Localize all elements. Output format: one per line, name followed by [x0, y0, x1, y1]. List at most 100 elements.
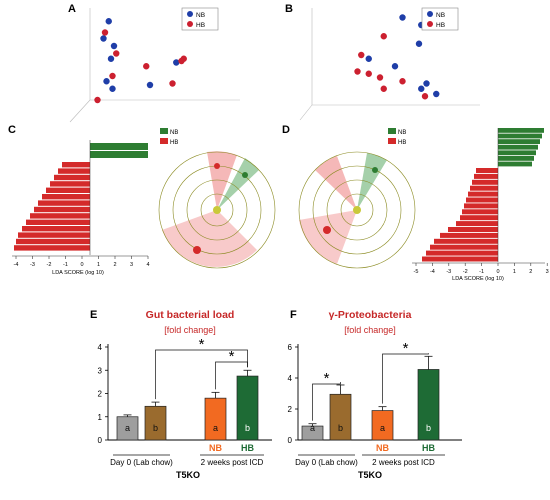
lda-bar-nb — [498, 139, 540, 144]
panel-b-pcoa: NB HB — [299, 7, 480, 121]
lda-bar-nb — [498, 128, 544, 133]
scatter-point-hb — [358, 51, 365, 59]
lda-bar-hb — [462, 209, 498, 215]
scatter-point-nb — [415, 40, 423, 47]
lda-bar-hb — [16, 238, 90, 245]
clade-node-nb — [242, 172, 248, 178]
scatter-point-nb — [391, 63, 399, 70]
scatter-point-hb — [354, 68, 361, 75]
scatter-point-hb — [421, 93, 429, 100]
group-label: 2 weeks post ICD — [201, 458, 264, 467]
lda-bar-hb — [42, 194, 90, 200]
panel-label-d: D — [282, 124, 290, 136]
lda-tick-label: 0 — [496, 269, 499, 275]
bar-letter: a — [125, 423, 130, 433]
bar — [204, 397, 227, 441]
legend-hb-label: HB — [170, 140, 178, 146]
bar-letter: b — [338, 423, 343, 433]
group-label: 2 weeks post ICD — [372, 458, 435, 467]
group-label: Day 0 (Lab chow) — [295, 458, 358, 467]
bar-letter: b — [245, 423, 250, 433]
lda-bar-hb — [426, 250, 498, 256]
scatter-point-hb — [101, 29, 109, 36]
chart-title-e: Gut bacterial load — [146, 309, 235, 321]
panel-label-c: C — [8, 124, 16, 136]
lda-tick-label: -4 — [430, 269, 435, 275]
scatter-point-hb — [178, 57, 185, 65]
scatter-point-nb — [105, 18, 112, 25]
legend-nb-label: NB — [170, 130, 178, 136]
lda-tick-label: 1 — [97, 262, 100, 268]
lda-bar-hb — [50, 181, 90, 187]
lda-bar-hb — [474, 173, 498, 179]
scatter-point-nb — [103, 78, 110, 85]
lda-bar-hb — [14, 245, 90, 251]
y-tick-label: 0 — [288, 436, 293, 445]
clade-node-nb — [372, 167, 378, 173]
significance-star: * — [403, 340, 409, 357]
lda-bar-hb — [440, 232, 498, 238]
bar-label: HB — [241, 443, 254, 453]
bar — [329, 393, 352, 441]
clade-ring — [340, 193, 374, 227]
lda-bar-hb — [422, 256, 498, 262]
scatter-point-nb — [107, 55, 115, 62]
significance-star: * — [199, 336, 205, 353]
y-tick-label: 2 — [288, 405, 293, 414]
scatter-point-hb — [380, 85, 387, 92]
lda-tick-label: -2 — [47, 262, 52, 268]
lda-bar-hb — [456, 221, 498, 227]
scatter-point-hb — [169, 80, 176, 87]
panel-c-lefse: -4 -3 -2 -1 0 1 2 3 4 LDA SCORE (log 10) NB HB — [12, 128, 276, 276]
lda-tick-label: -1 — [479, 269, 484, 275]
scatter-point-hb — [399, 78, 406, 85]
lda-bar-nb — [90, 151, 148, 158]
panel-label-b: B — [285, 3, 293, 15]
panel-label-a: A — [68, 3, 76, 15]
clade-ring — [326, 179, 388, 241]
lda-tick-label: -3 — [30, 262, 35, 268]
lda-bar-hb — [434, 238, 498, 244]
legend-hb-swatch — [160, 138, 168, 144]
lda-bar-hb — [38, 200, 90, 206]
significance-star: * — [229, 348, 235, 365]
lda-tick-label: -5 — [414, 269, 419, 275]
lda-tick-label: 3 — [130, 262, 133, 268]
lda-tick-label: -2 — [463, 269, 468, 275]
clade-ring — [186, 179, 248, 241]
legend-hb-swatch — [388, 138, 396, 144]
clade-ring — [312, 165, 402, 255]
lda-tick-label: 0 — [80, 262, 83, 268]
significance-bracket — [312, 381, 341, 421]
clade-node-hb — [323, 226, 331, 234]
clade-node-hb — [193, 246, 201, 254]
legend-hb-label: HB — [398, 140, 406, 146]
pcoa-b-axis-z — [299, 104, 313, 121]
cladogram-d — [298, 151, 416, 269]
legend-d: NB HB — [388, 128, 406, 146]
lda-bar-hb — [466, 197, 498, 203]
chart-subtitle-f: [fold change] — [344, 325, 396, 335]
scatter-point-hb — [380, 33, 387, 40]
y-tick-label: 4 — [98, 343, 103, 352]
bar-letter: b — [426, 423, 431, 433]
lda-bar-hb — [468, 191, 498, 197]
panel-a-pcoa: NB HB — [69, 7, 240, 123]
scatter-point-hb — [143, 63, 150, 70]
lda-bar-hb — [472, 179, 498, 185]
lda-bar-hb — [22, 226, 90, 232]
legend-nb-swatch — [160, 128, 168, 134]
lda-tick-label: -1 — [63, 262, 68, 268]
genotype-label: T5KO — [358, 470, 382, 480]
scatter-point-nb — [173, 59, 180, 66]
y-tick-label: 1 — [98, 413, 103, 422]
significance-bracket — [382, 353, 429, 404]
lda-bar-hb — [430, 244, 498, 250]
lda-bar-hb — [62, 162, 90, 168]
bar-label: NB — [209, 443, 222, 453]
y-tick-label: 3 — [98, 366, 103, 375]
lda-bar-hb — [26, 219, 90, 225]
legend-nb-label: NB — [436, 12, 445, 19]
lda-bar-hb — [54, 174, 90, 181]
